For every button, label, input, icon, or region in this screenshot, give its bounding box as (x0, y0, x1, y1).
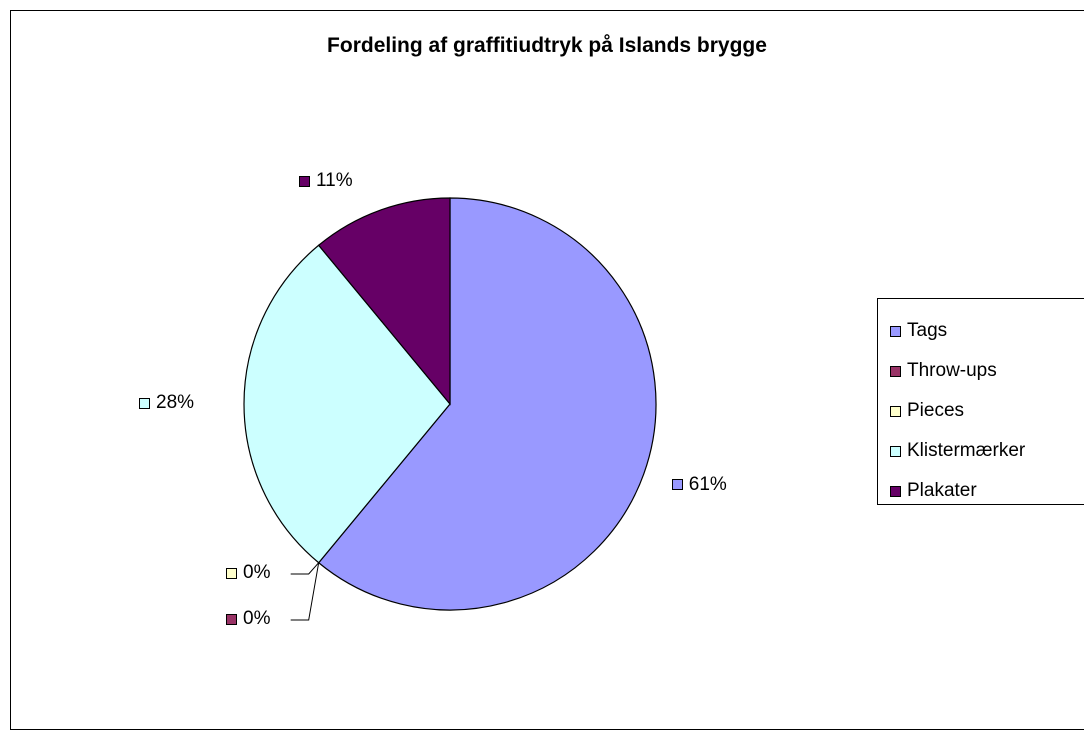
legend-swatch (890, 325, 901, 337)
pie-slice-tags (317, 197, 657, 611)
legend-swatch (890, 405, 901, 417)
data-label-swatch (671, 479, 683, 491)
legend-item-throw-ups: Throw-ups (878, 351, 1084, 391)
data-label-text: 61% (688, 473, 727, 495)
legend-item-plakater: Plakater (878, 471, 1084, 511)
data-label-swatch (226, 567, 237, 579)
data-label-klistermaerker: 28% (139, 392, 194, 414)
data-label-swatch (299, 175, 310, 187)
pie-slice-klistermaerker (243, 244, 451, 564)
leader-line-throw-ups (290, 562, 320, 621)
legend-swatch (890, 445, 901, 457)
legend-label: Tags (907, 320, 948, 341)
data-label-text: 28% (156, 392, 195, 413)
chart-title: Fordeling af graffitiudtryk på Islands b… (327, 34, 767, 57)
legend-label: Klistermærker (907, 440, 1026, 461)
legend-label: Pieces (907, 400, 965, 421)
legend: Tags Throw-ups Pieces Klistermærker Plakater (877, 298, 1084, 505)
legend-label: Plakater (907, 480, 977, 501)
legend-swatch (890, 365, 901, 377)
data-label-text: 0% (243, 562, 271, 583)
legend-label: Throw-ups (907, 360, 997, 381)
legend-item-tags: Tags (878, 311, 1084, 351)
data-label-throw-ups: 0% (226, 608, 270, 630)
pie-slice-plakater (317, 197, 451, 406)
legend-item-klistermaerker: Klistermærker (878, 431, 1084, 471)
data-label-text: 0% (243, 608, 271, 629)
legend-item-pieces: Pieces (878, 391, 1084, 431)
data-label-tags: 61% (671, 473, 727, 496)
data-label-swatch (139, 397, 150, 409)
data-label-pieces: 0% (226, 562, 270, 584)
leader-line-pieces (290, 562, 320, 575)
pie-chart (243, 197, 657, 621)
data-label-plakater: 11% (299, 170, 353, 192)
data-label-swatch (226, 613, 237, 625)
legend-swatch (890, 485, 901, 497)
data-label-text: 11% (316, 170, 353, 191)
